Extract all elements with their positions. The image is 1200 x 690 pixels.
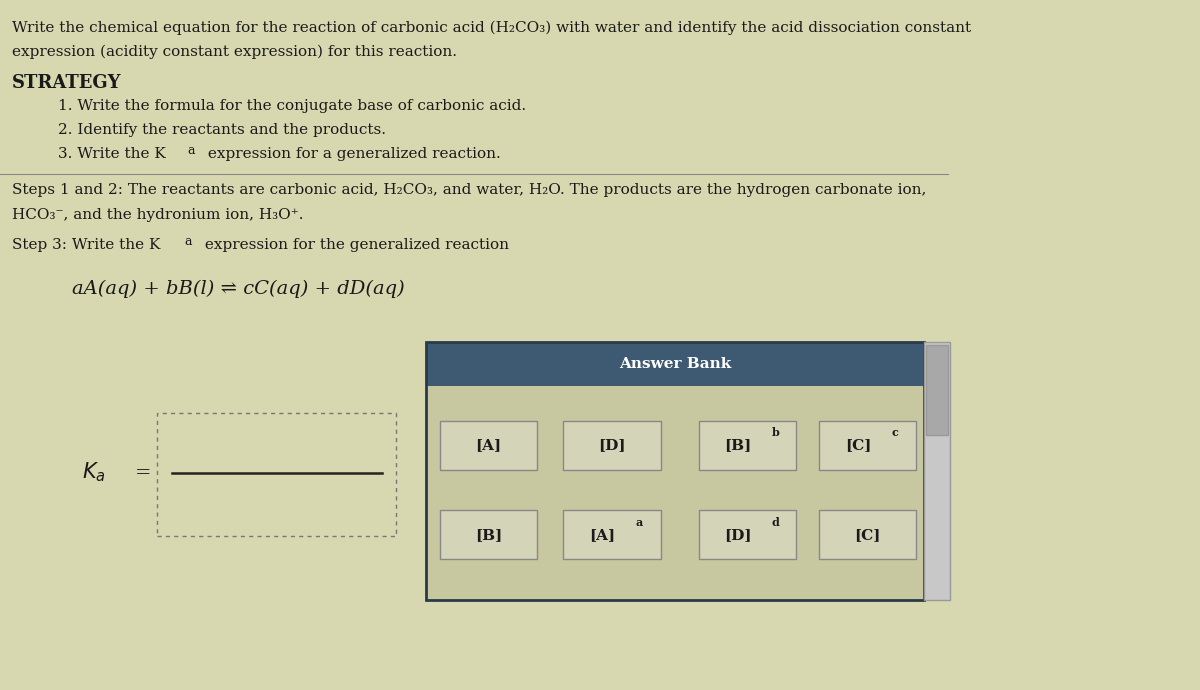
Text: a: a	[185, 235, 192, 248]
Text: Write the chemical equation for the reaction of carbonic acid (H₂CO₃) with water: Write the chemical equation for the reac…	[12, 21, 971, 35]
Text: c: c	[892, 427, 899, 438]
Text: d: d	[772, 517, 780, 528]
Text: aA(aq) + bB(l) ⇌ cC(aq) + dD(aq): aA(aq) + bB(l) ⇌ cC(aq) + dD(aq)	[72, 279, 404, 297]
Text: $K_a$: $K_a$	[82, 461, 106, 484]
Text: [A]: [A]	[589, 528, 616, 542]
Text: [B]: [B]	[475, 528, 502, 542]
Text: =: =	[134, 464, 151, 482]
Text: HCO₃⁻, and the hydronium ion, H₃O⁺.: HCO₃⁻, and the hydronium ion, H₃O⁺.	[12, 208, 304, 222]
FancyBboxPatch shape	[564, 511, 661, 559]
FancyBboxPatch shape	[818, 420, 917, 469]
Text: Answer Bank: Answer Bank	[619, 357, 731, 371]
FancyBboxPatch shape	[698, 511, 797, 559]
Text: [C]: [C]	[845, 438, 871, 452]
FancyBboxPatch shape	[426, 386, 924, 600]
FancyBboxPatch shape	[698, 420, 797, 469]
Text: 1. Write the formula for the conjugate base of carbonic acid.: 1. Write the formula for the conjugate b…	[58, 99, 526, 112]
FancyBboxPatch shape	[924, 342, 950, 600]
Text: expression for a generalized reaction.: expression for a generalized reaction.	[203, 147, 500, 161]
Text: a: a	[187, 144, 194, 157]
FancyBboxPatch shape	[426, 342, 924, 386]
FancyBboxPatch shape	[926, 345, 948, 435]
FancyBboxPatch shape	[440, 420, 538, 469]
Text: [B]: [B]	[725, 438, 751, 452]
Text: [D]: [D]	[725, 528, 751, 542]
Text: b: b	[772, 427, 780, 438]
Text: 3. Write the K: 3. Write the K	[58, 147, 166, 161]
Text: STRATEGY: STRATEGY	[12, 74, 121, 92]
Text: 2. Identify the reactants and the products.: 2. Identify the reactants and the produc…	[58, 123, 385, 137]
Text: Steps 1 and 2: The reactants are carbonic acid, H₂CO₃, and water, H₂O. The produ: Steps 1 and 2: The reactants are carboni…	[12, 183, 926, 197]
Text: expression (acidity constant expression) for this reaction.: expression (acidity constant expression)…	[12, 45, 457, 59]
Text: expression for the generalized reaction: expression for the generalized reaction	[200, 238, 509, 252]
FancyBboxPatch shape	[818, 511, 917, 559]
Text: [C]: [C]	[854, 528, 881, 542]
FancyBboxPatch shape	[564, 420, 661, 469]
Text: a: a	[636, 517, 643, 528]
Text: [D]: [D]	[599, 438, 625, 452]
Text: [A]: [A]	[475, 438, 502, 452]
Text: Step 3: Write the K: Step 3: Write the K	[12, 238, 161, 252]
FancyBboxPatch shape	[440, 511, 538, 559]
